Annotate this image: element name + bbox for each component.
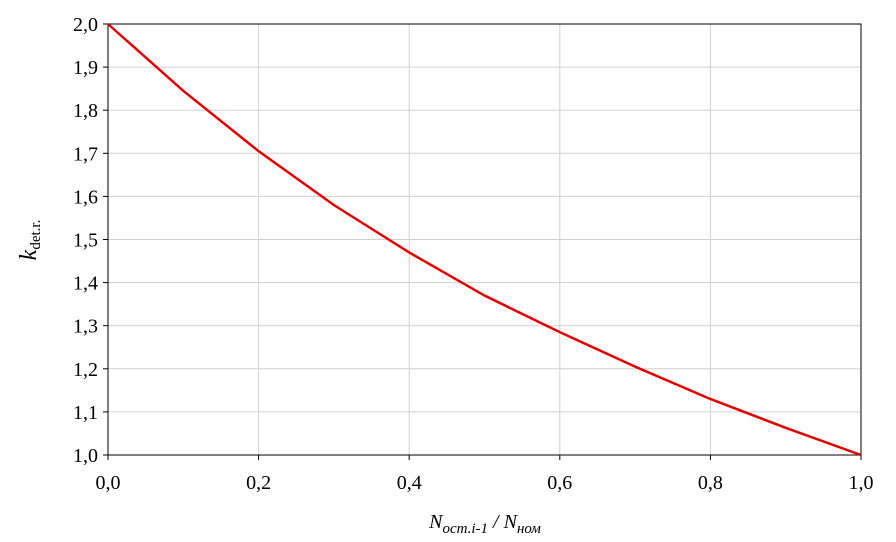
x-tick-label: 0,0 xyxy=(96,472,121,494)
y-tick-label: 1,0 xyxy=(73,445,98,467)
y-tick-label: 1,3 xyxy=(73,316,98,338)
x-title-part: N xyxy=(428,511,444,533)
y-axis-title: kdet.r. xyxy=(16,220,44,261)
y-tick-label: 1,8 xyxy=(73,100,98,122)
y-tick-label: 1,2 xyxy=(73,359,98,381)
x-title-sub: ост.i-1 xyxy=(442,521,488,537)
x-title-part: / xyxy=(488,511,504,533)
x-axis-title: Nост.i-1 / Nном xyxy=(428,511,541,537)
y-title-sub: det.r. xyxy=(28,220,44,250)
x-tick-label: 0,6 xyxy=(547,472,572,494)
y-tick-label: 1,4 xyxy=(73,273,98,295)
y-tick-label: 1,6 xyxy=(73,186,98,208)
x-title-part: N xyxy=(503,511,519,533)
y-tick-label: 2,0 xyxy=(73,14,98,36)
x-tick-label: 0,8 xyxy=(698,472,723,494)
y-title-part: k xyxy=(16,249,42,260)
y-tick-label: 1,1 xyxy=(73,402,98,424)
data-line xyxy=(107,23,862,457)
x-tick-label: 1,0 xyxy=(849,472,874,494)
x-tick-label: 0,4 xyxy=(397,472,422,494)
plot-frame xyxy=(107,23,862,456)
y-tick-label: 1,5 xyxy=(73,230,98,252)
y-tick-label: 1,9 xyxy=(73,57,98,79)
grid-layer xyxy=(107,23,862,456)
y-tick-label: 1,7 xyxy=(73,143,98,165)
x-title-sub: ном xyxy=(517,521,541,537)
x-tick-label: 0,2 xyxy=(246,472,271,494)
